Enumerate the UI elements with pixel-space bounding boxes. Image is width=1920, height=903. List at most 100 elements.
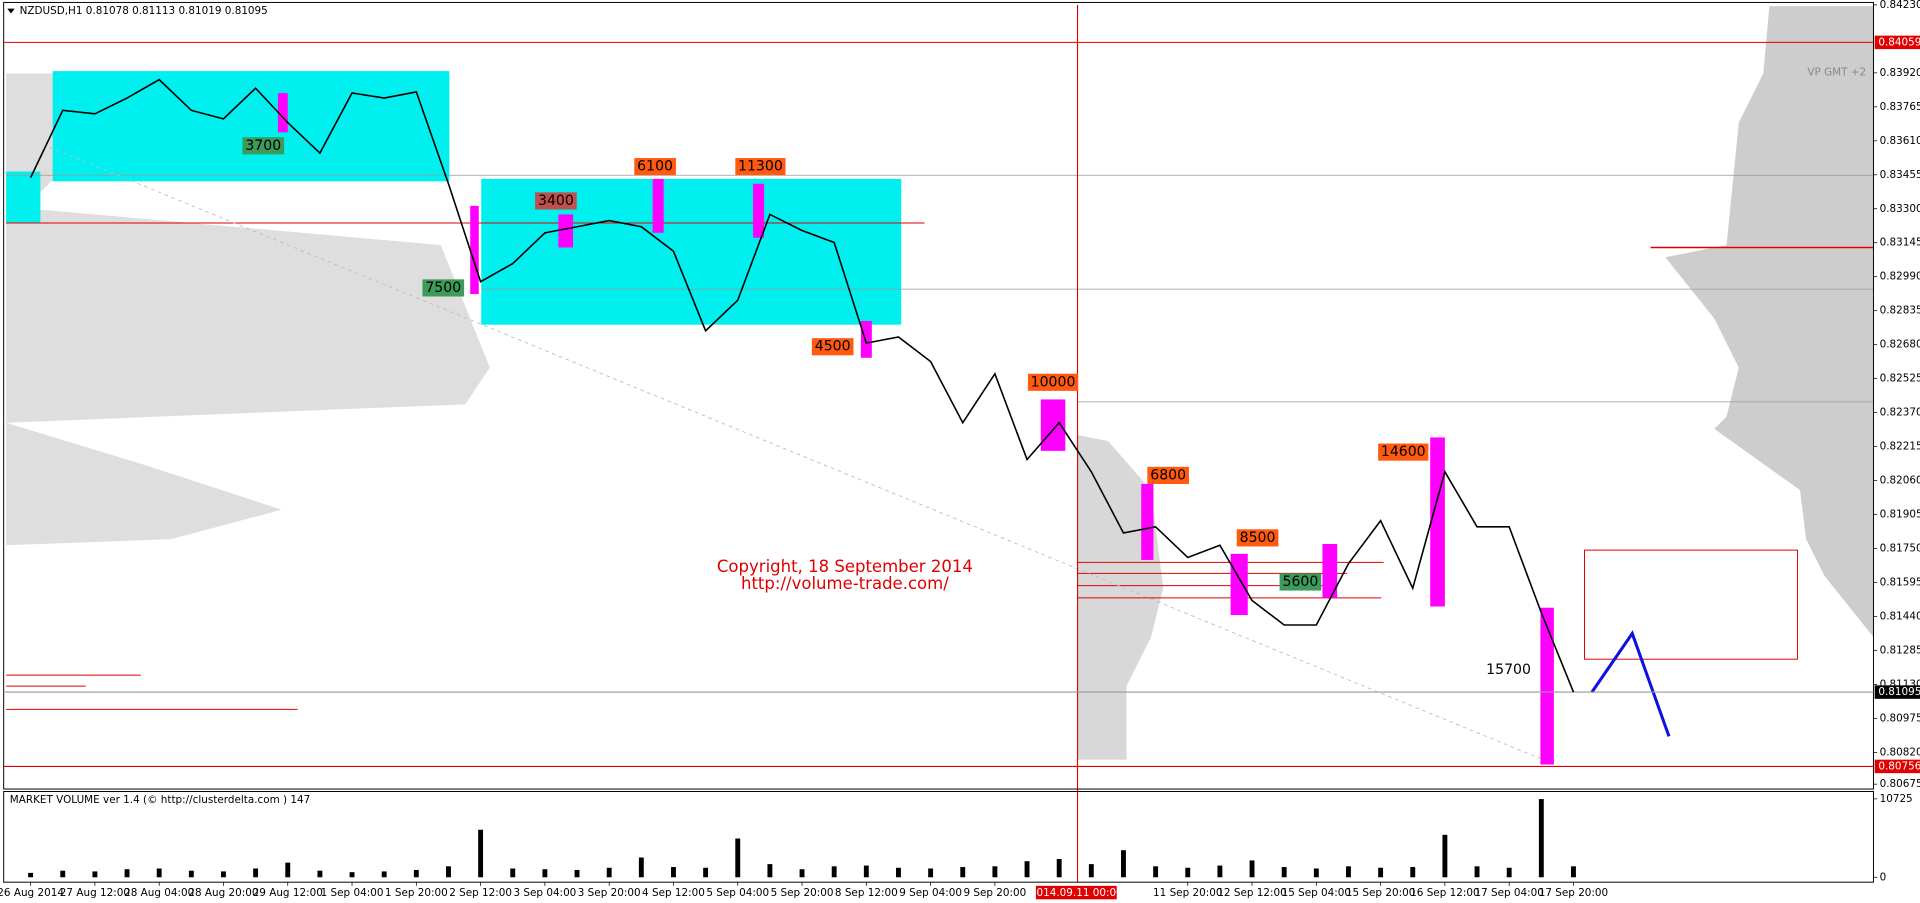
y-tick-label: 0.81595 [1880, 576, 1920, 588]
x-tick-label: 2 Sep 12:00 [449, 887, 512, 899]
volume-bar [413, 869, 419, 878]
volume-bar [92, 871, 98, 878]
y-tick-label: 0.82525 [1880, 373, 1920, 385]
highlight [1430, 437, 1445, 607]
volume-bar [1185, 867, 1191, 878]
x-tick-label: 28 Aug 04:00 [124, 887, 194, 899]
x-tick-label: 5 Sep 04:00 [706, 887, 769, 899]
annotation: 3700 [245, 138, 281, 154]
volume-bar [896, 867, 901, 878]
price-level-label: 0.81095 [1878, 686, 1920, 698]
volume-bar [1088, 864, 1094, 878]
annotation: 6800 [1150, 467, 1186, 483]
volume-bar [1474, 866, 1480, 878]
profile-label: VP GMT +2 [1807, 66, 1866, 78]
x-tick-label: 3 Sep 20:00 [578, 887, 641, 899]
copyright-url: http://volume-trade.com/ [741, 574, 949, 593]
x-tick-label: 17 Sep 20:00 [1539, 887, 1608, 899]
price-level-label: 0.84059 [1878, 36, 1920, 48]
x-tick-label: 16 Sep 12:00 [1410, 887, 1479, 899]
x-tick-label: 12 Sep 12:00 [1217, 887, 1286, 899]
volume-bar [1346, 866, 1351, 878]
chart-title: NZDUSD,H1 0.81078 0.81113 0.81019 0.8109… [20, 5, 268, 17]
zone [52, 71, 450, 182]
x-tick-label: 1 Sep 20:00 [385, 887, 448, 899]
x-tick-label: 26 Aug 2014 [0, 887, 64, 899]
y-tick-label: 0.82990 [1880, 271, 1920, 283]
highlight [1141, 483, 1154, 560]
volume-bar [992, 866, 998, 878]
copyright: Copyright, 18 September 2014 [717, 557, 973, 576]
highlight [652, 178, 664, 233]
annotation-bg [1027, 373, 1079, 391]
annotation-bg [1279, 573, 1322, 591]
volume-bar [542, 869, 548, 878]
x-tick-label: 15 Sep 20:00 [1346, 887, 1415, 899]
highlight [558, 214, 574, 248]
volume-bar [1410, 867, 1416, 878]
y-tick-label: 0.83920 [1880, 67, 1920, 79]
x-tick-label: 4 Sep 12:00 [642, 887, 705, 899]
volume-bar [1571, 866, 1576, 878]
y-tick-label: 0.82215 [1880, 441, 1920, 453]
price-level-label: 0.80756 [1878, 760, 1920, 772]
annotation-bg [1236, 529, 1279, 547]
volume-bar [767, 864, 773, 878]
annotation: 3400 [538, 193, 574, 209]
x-tick-label: 17 Sep 04:00 [1474, 887, 1543, 899]
annotation: 5600 [1282, 574, 1318, 590]
y-tick-label: 0.81905 [1880, 509, 1920, 521]
volume-bar [381, 871, 387, 878]
volume-bar [863, 865, 869, 878]
y-tick-label: 0.81285 [1880, 644, 1920, 656]
volume-pane [3, 791, 1874, 883]
x-tick-label: 29 Aug 12:00 [253, 887, 323, 899]
volume-bar [1024, 861, 1030, 878]
y-tick-label: 0.83300 [1880, 203, 1920, 215]
x-tick-label: 1 Sep 04:00 [321, 887, 384, 899]
y-tick-label: 10725 [1880, 793, 1913, 805]
highlight [1540, 607, 1554, 765]
volume-bar [1281, 867, 1287, 878]
volume-bar [703, 867, 709, 878]
volume-bar [60, 870, 66, 878]
volume-bar [1378, 867, 1384, 878]
annotation-bg [1147, 466, 1189, 484]
volume-bar [446, 866, 451, 878]
volume-bar [317, 870, 323, 878]
volume-bar [1249, 860, 1255, 878]
x-tick-label: 28 Aug 20:00 [188, 887, 258, 899]
y-tick-label: 0 [1880, 871, 1887, 883]
volume-bar [156, 868, 162, 878]
highlight [277, 93, 288, 133]
x-tick-label: 3 Sep 04:00 [513, 887, 576, 899]
volume-bar [285, 862, 291, 878]
price-level-tag [1874, 759, 1920, 774]
volume-bar [1538, 799, 1544, 878]
volume-profile [6, 73, 490, 546]
x-tick-label: 9 Sep 04:00 [899, 887, 962, 899]
trend-line [48, 146, 1550, 763]
volume-bar [735, 838, 741, 878]
volume-bar [960, 867, 966, 878]
highlight [860, 321, 872, 358]
target-zone [1584, 549, 1799, 660]
annotation: 4500 [815, 339, 851, 355]
y-tick-label: 0.83610 [1880, 135, 1920, 147]
y-tick-label: 0.81750 [1880, 543, 1920, 555]
volume-bar [478, 829, 484, 878]
annotation: 8500 [1240, 530, 1276, 546]
y-tick-label: 0.84230 [1880, 0, 1920, 11]
volume-bar [606, 867, 612, 878]
highlight [1230, 553, 1248, 616]
y-tick-label: 0.81440 [1880, 610, 1920, 622]
volume-profile [1665, 6, 1874, 638]
y-tick-label: 0.80820 [1880, 746, 1920, 758]
annotation-bg [811, 338, 854, 356]
highlight [470, 205, 479, 295]
y-tick-label: 0.82370 [1880, 407, 1920, 419]
price-level-tag [1874, 35, 1920, 50]
volume-bar [188, 870, 194, 878]
